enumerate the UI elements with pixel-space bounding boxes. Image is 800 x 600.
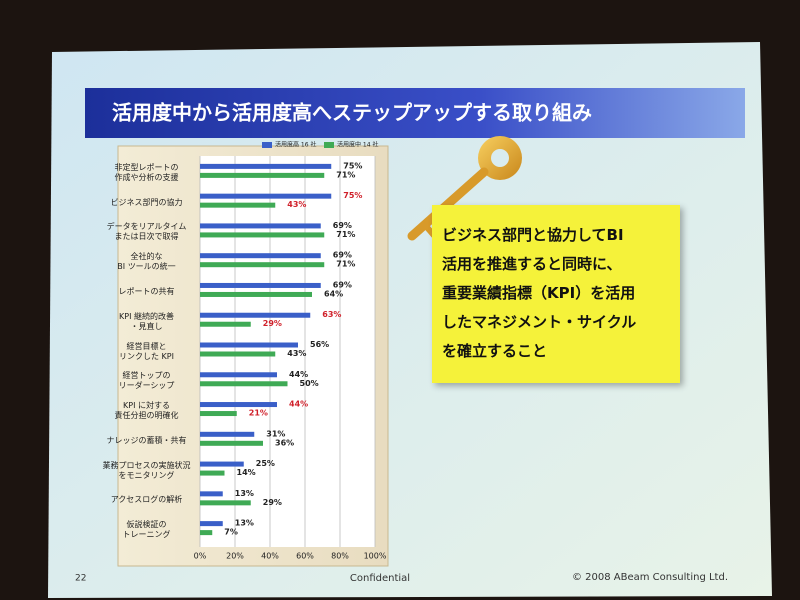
value-label: 43% [287, 349, 306, 358]
value-label: 36% [275, 438, 294, 447]
footer-label: Confidential [350, 573, 410, 584]
callout-line: 重要業績指標（KPI）を活用 [442, 284, 636, 302]
value-label: 31% [266, 429, 285, 438]
callout-line: 活用を推進すると同時に、 [442, 255, 622, 273]
y-tick-label: ナレッジの蓄積・共有 [106, 435, 187, 445]
y-tick-label: データをリアルタイム または日次で取得 [106, 222, 187, 242]
bar [200, 461, 244, 467]
callout-box: ビジネス部門と協力してBI 活用を推進すると同時に、 重要業績指標（KPI）を活用し… [432, 205, 680, 383]
value-label: 25% [256, 459, 275, 468]
y-tick-label: 経営目標と リンクした KPI [119, 341, 174, 361]
bar [200, 253, 321, 259]
bar [200, 163, 332, 169]
value-label: 71% [336, 260, 355, 269]
page-number: 22 [75, 574, 86, 584]
bar [200, 440, 263, 446]
y-tick-label: アクセスログの解析 [110, 495, 183, 505]
y-tick-label: 非定型レポートの 作成や分析の支援 [114, 162, 179, 182]
value-label: 50% [300, 379, 319, 388]
callout-line: を確立すること [442, 342, 548, 360]
value-label: 29% [263, 498, 282, 507]
value-label: 75% [343, 161, 362, 170]
y-tick-label: 全社的な BI ツールの統一 [117, 252, 176, 272]
value-label: 44% [289, 370, 308, 379]
bar [200, 431, 255, 437]
bar [200, 351, 276, 357]
bar [200, 232, 325, 238]
bar [200, 411, 237, 417]
value-label: 69% [333, 251, 352, 260]
bar [200, 491, 223, 497]
value-label: 56% [310, 340, 329, 349]
bar [200, 193, 332, 199]
slide-title: 活用度中から活用度高へステップアップする取り組み [112, 101, 592, 125]
bar [200, 470, 225, 476]
bar [200, 500, 251, 506]
legend-swatch [324, 142, 334, 148]
title-bar [85, 88, 745, 138]
x-tick-label: 80% [331, 552, 349, 561]
value-label: 63% [322, 310, 341, 319]
value-label: 69% [333, 221, 352, 230]
callout-line: したマネジメント・サイクル [442, 313, 637, 331]
value-label: 7% [224, 528, 238, 537]
bar [200, 223, 321, 229]
x-tick-label: 40% [261, 552, 279, 561]
value-label: 29% [263, 319, 282, 328]
callout-line: ビジネス部門と協力してBI [442, 226, 624, 244]
x-tick-label: 20% [226, 552, 244, 561]
value-label: 44% [289, 400, 308, 409]
legend-swatch [262, 142, 272, 148]
legend-label: 活用度高 16 社 [275, 141, 316, 149]
bar [200, 312, 311, 318]
y-tick-label: 仮説検証の トレーニング [122, 520, 171, 540]
bar [200, 530, 213, 536]
copyright: © 2008 ABeam Consulting Ltd. [572, 572, 728, 583]
y-tick-label: KPI 継続的改善 ・見直し [119, 311, 174, 331]
value-label: 14% [237, 468, 256, 477]
y-tick-label: 経営トップの リーダーシップ [118, 371, 175, 391]
bar [200, 282, 321, 288]
value-label: 71% [336, 230, 355, 239]
bar [200, 172, 325, 178]
y-tick-label: 業務プロセスの実施状況 をモニタリング [102, 460, 191, 480]
y-tick-label: レポートの共有 [118, 286, 175, 296]
value-label: 13% [235, 489, 254, 498]
legend-label: 活用度中 14 社 [337, 141, 378, 149]
bar [200, 262, 325, 268]
value-label: 69% [333, 280, 352, 289]
bar [200, 321, 251, 327]
bar [200, 521, 223, 527]
value-label: 75% [343, 191, 362, 200]
bar [200, 372, 277, 378]
bar [200, 402, 277, 408]
value-label: 71% [336, 170, 355, 179]
x-tick-label: 0% [194, 552, 207, 561]
y-tick-label: ビジネス部門の協力 [110, 197, 183, 207]
bar [200, 291, 312, 297]
x-tick-label: 100% [364, 552, 387, 561]
value-label: 13% [235, 519, 254, 528]
value-label: 43% [287, 200, 306, 209]
x-tick-label: 60% [296, 552, 314, 561]
y-tick-label: KPI に対する 責任分担の明確化 [114, 401, 179, 421]
value-label: 21% [249, 409, 268, 418]
bar [200, 342, 298, 348]
bar [200, 381, 288, 387]
bar [200, 202, 276, 208]
value-label: 64% [324, 289, 343, 298]
